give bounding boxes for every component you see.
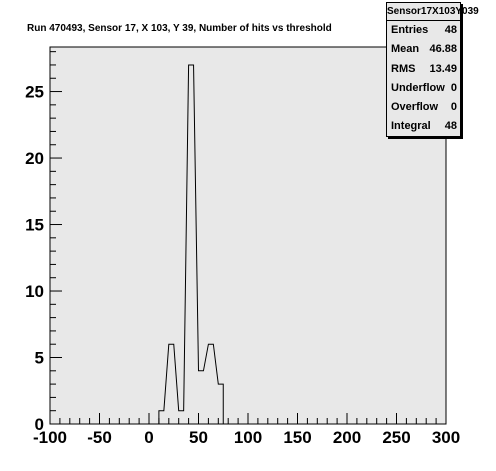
stats-label: Entries [391,24,429,36]
x-tick-label: 100 [234,428,262,447]
y-tick-label: 20 [25,149,44,168]
stats-row: Underflow 0 [387,79,460,98]
x-tick-label: 250 [382,428,410,447]
x-axis: -100 -50 0 50 100 150 200 250 300 [33,413,460,447]
y-tick-label: 25 [25,83,44,102]
x-tick-label: 150 [283,428,311,447]
x-tick-label: 0 [144,428,153,447]
x-tick-label: -50 [87,428,112,447]
stats-value: 0 [450,101,457,114]
stats-row: Integral 48 [387,117,460,136]
stats-label: Underflow [391,81,445,94]
chart-title: Run 470493, Sensor 17, X 103, Y 39, Numb… [27,23,332,34]
stats-value: 46.88 [429,43,457,56]
stats-row: Overflow 0 [387,98,460,117]
stats-value: 48 [444,120,457,133]
stats-label: Overflow [391,101,439,114]
stats-box: Sensor17X103Y039 Entries 48 Mean 46.88 RMS 13… [386,2,479,137]
y-axis: 0 5 10 15 20 25 [25,51,62,434]
y-tick-label: 0 [35,415,44,434]
y-tick-label: 5 [35,349,44,368]
stats-label: RMS [391,62,416,75]
stats-row: RMS 13.49 [387,60,460,79]
y-tick-label: 10 [25,282,44,301]
plot-area [49,46,447,425]
histogram-outline [158,64,224,424]
stats-value: 48 [444,24,457,36]
stats-rows: Entries 48 Mean 46.88 RMS 13.49 Underflow 0 Over… [387,21,460,137]
stats-value: 13.49 [429,62,457,75]
x-tick-label: 50 [189,428,208,447]
stats-label: Integral [391,120,431,133]
x-tick-label: 300 [432,428,460,447]
x-tick-label: 200 [333,428,361,447]
y-tick-label: 15 [25,216,44,235]
stats-label: Mean [391,43,420,56]
stats-value: 0 [450,81,457,94]
stats-title: Sensor17X103Y039 [387,3,479,21]
x-tick-label: -100 [33,428,67,447]
stats-row: Entries 48 [387,21,460,40]
stats-row: Mean 46.88 [387,40,460,59]
histogram-series [158,64,224,424]
